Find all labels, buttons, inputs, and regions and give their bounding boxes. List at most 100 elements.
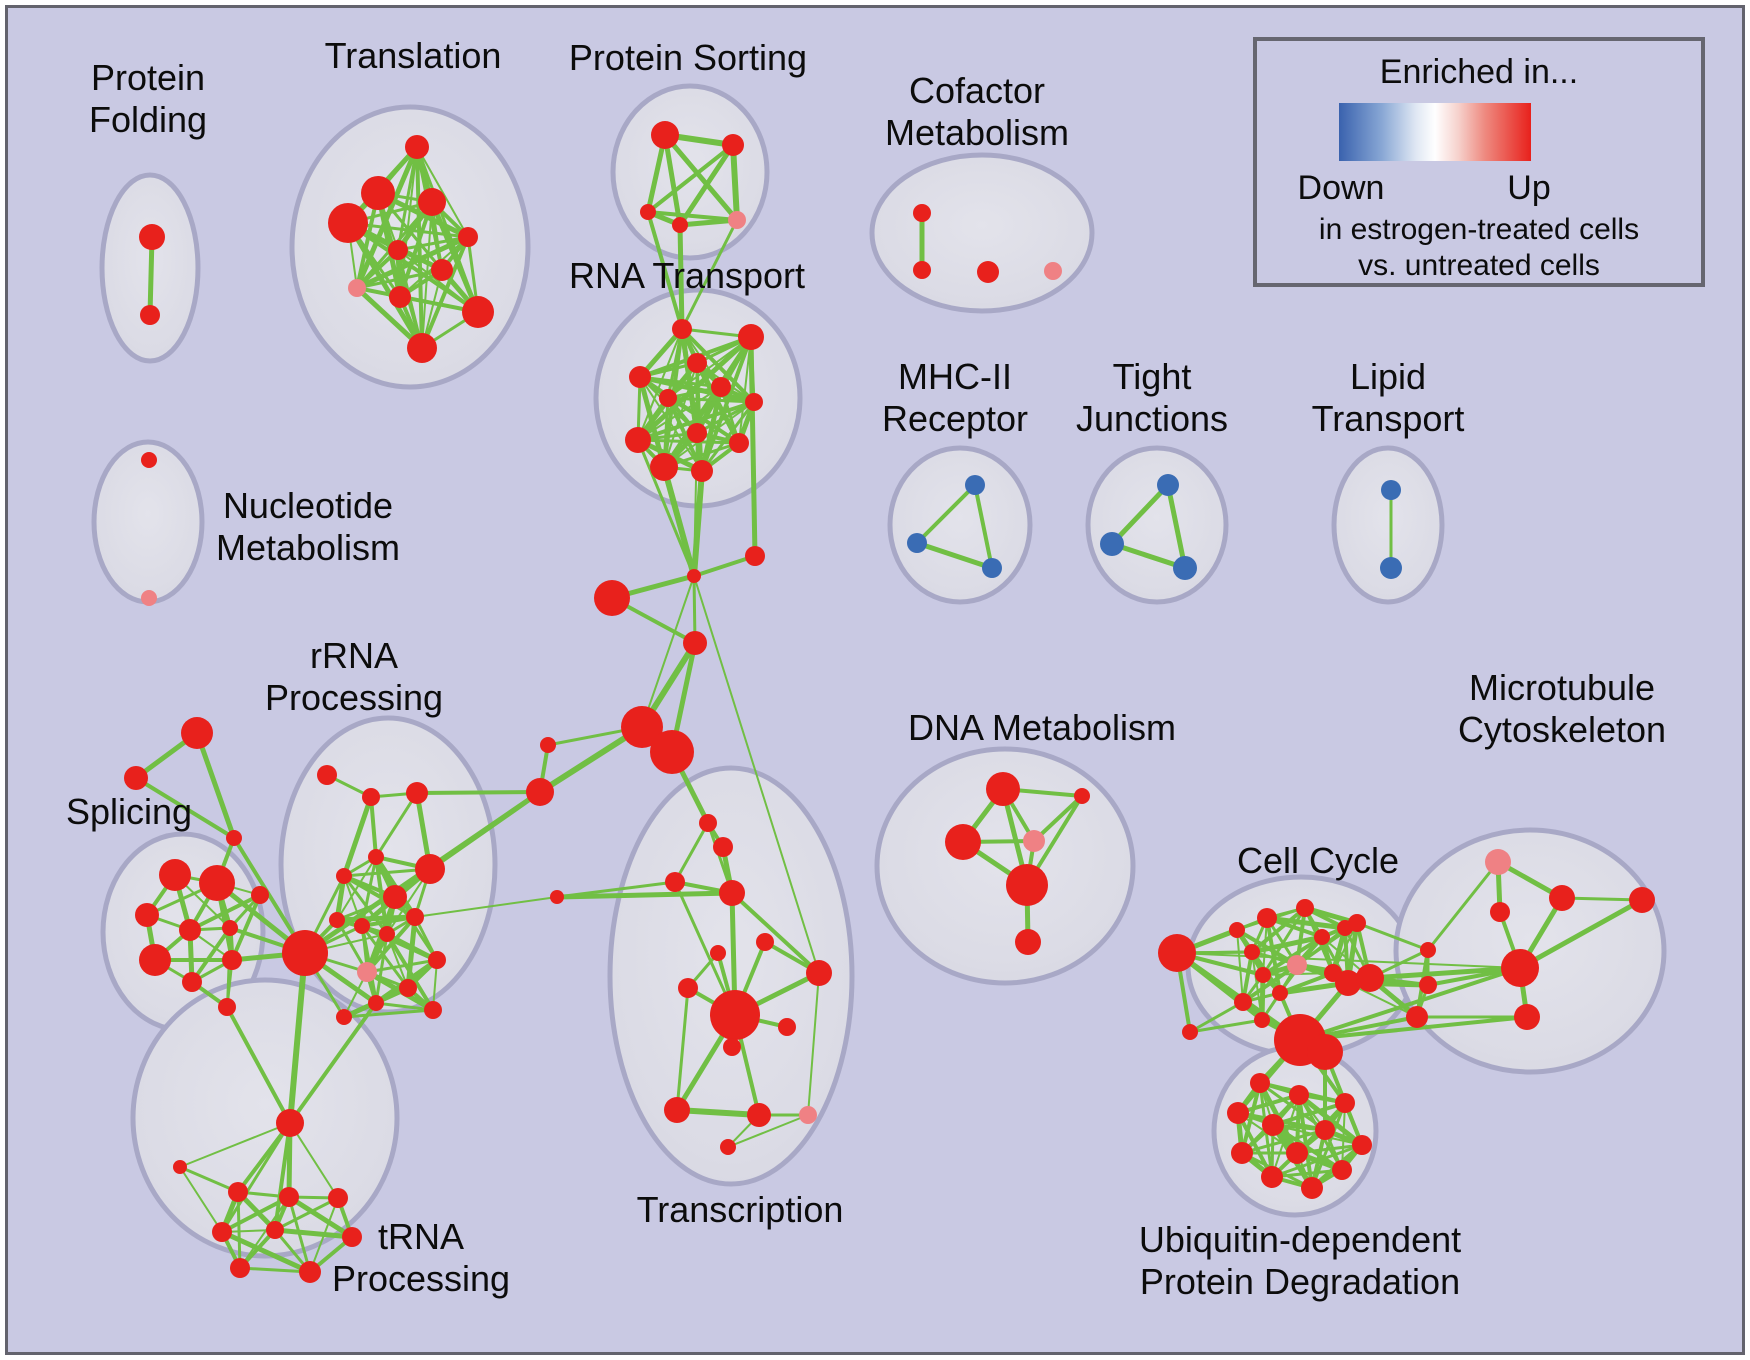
node	[913, 261, 931, 279]
node	[222, 920, 238, 936]
edge	[365, 915, 417, 974]
node	[1352, 1135, 1372, 1155]
edge	[341, 794, 374, 879]
node	[424, 1001, 442, 1019]
cluster-label-trna-processing: tRNA	[378, 1216, 464, 1257]
node	[1262, 1114, 1284, 1136]
edge	[134, 776, 236, 840]
node	[251, 886, 269, 904]
node	[415, 854, 445, 884]
node	[550, 890, 564, 904]
node	[135, 903, 159, 927]
node	[329, 912, 345, 928]
node	[756, 933, 774, 951]
node	[354, 918, 370, 934]
cluster-ellipse-transcription	[607, 765, 855, 1187]
edge	[636, 438, 741, 445]
legend-box: Enriched in... Down Up in estrogen-treat…	[1253, 37, 1705, 287]
cluster-label-protein-sorting: Protein Sorting	[569, 37, 807, 78]
edge	[1235, 928, 1299, 967]
edge	[194, 730, 237, 841]
edge	[748, 334, 758, 559]
node	[594, 580, 630, 616]
edge	[190, 926, 232, 984]
cluster-label-lipid-transport: Lipid	[1350, 356, 1426, 397]
cluster-label-mhc-ii-receptor: MHC-II	[898, 356, 1012, 397]
node	[1250, 1073, 1270, 1093]
edge	[693, 432, 698, 577]
node	[1419, 976, 1437, 994]
node	[540, 737, 556, 753]
edge	[273, 1121, 292, 1232]
node	[651, 121, 679, 149]
edge	[1241, 963, 1299, 1004]
node	[687, 569, 701, 583]
edge	[1355, 921, 1430, 952]
edge	[973, 483, 994, 570]
node	[710, 945, 726, 961]
node	[664, 1097, 690, 1123]
edge	[677, 222, 685, 332]
node	[139, 944, 171, 976]
node	[1182, 1024, 1198, 1040]
node	[336, 1009, 352, 1025]
cluster-label-splicing: Splicing	[66, 791, 192, 832]
edge	[1236, 929, 1244, 1003]
edge	[700, 400, 756, 473]
node	[299, 1261, 321, 1283]
edge	[1234, 927, 1283, 996]
node	[1006, 864, 1048, 906]
node	[806, 960, 832, 986]
node	[342, 1227, 362, 1247]
edge	[1109, 541, 1188, 571]
node	[1490, 902, 1510, 922]
node	[1257, 908, 1277, 928]
edge	[336, 856, 377, 921]
node	[383, 885, 407, 909]
node	[1244, 944, 1260, 960]
node	[405, 135, 429, 159]
node	[913, 204, 931, 222]
node	[1100, 532, 1124, 556]
node	[328, 203, 368, 243]
cluster-label-microtubule-cytoskeleton: Microtubule	[1469, 667, 1655, 708]
node	[279, 1187, 299, 1207]
node	[276, 1109, 304, 1137]
node	[179, 919, 201, 941]
edge	[288, 1001, 378, 1125]
node	[1044, 262, 1062, 280]
edge	[342, 1008, 435, 1019]
node	[228, 1182, 248, 1202]
node	[1158, 934, 1196, 972]
cluster-label-translation: Translation	[325, 35, 502, 76]
cluster-label-transcription: Transcription	[637, 1189, 844, 1230]
node	[1629, 887, 1655, 913]
node	[1074, 788, 1090, 804]
node	[1301, 1177, 1323, 1199]
node	[1315, 1120, 1335, 1140]
edge	[914, 540, 995, 571]
node	[659, 389, 677, 407]
node	[348, 279, 366, 297]
edge	[429, 199, 481, 315]
edge	[730, 891, 821, 975]
edge	[807, 972, 820, 1116]
node	[407, 333, 437, 363]
node	[139, 224, 165, 250]
edge	[677, 217, 740, 228]
edge	[673, 821, 710, 884]
cluster-label-protein-folding: Folding	[89, 99, 207, 140]
node	[1173, 556, 1197, 580]
node	[665, 872, 685, 892]
node	[230, 1258, 250, 1278]
edge	[1426, 860, 1500, 952]
node	[212, 1222, 232, 1242]
cluster-label-cell-cycle: Cell Cycle	[1237, 840, 1399, 881]
node	[1307, 1034, 1343, 1070]
edge	[220, 1121, 292, 1234]
cluster-label-ubiquitin-degradation: Protein Degradation	[1140, 1261, 1460, 1302]
node	[1015, 929, 1041, 955]
cluster-label-trna-processing: Processing	[332, 1258, 510, 1299]
edge	[273, 1196, 340, 1232]
edge	[730, 142, 740, 223]
